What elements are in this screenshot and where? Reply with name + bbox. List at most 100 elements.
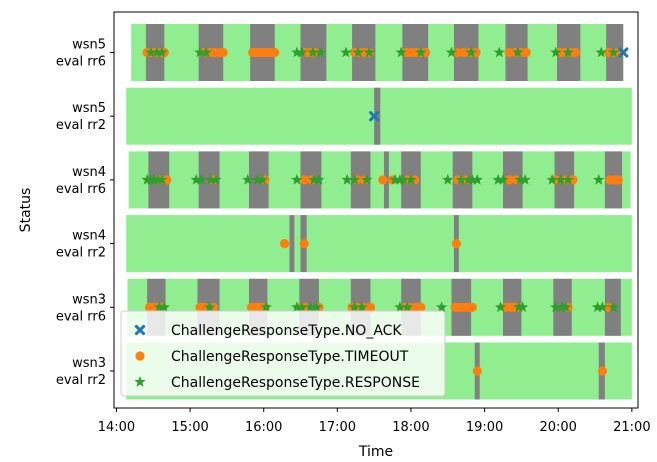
response-marker [401, 301, 413, 313]
response-marker [291, 301, 303, 313]
legend-response-icon [134, 376, 146, 387]
response-marker [200, 46, 212, 58]
y-tick-label: wsn5 [72, 38, 106, 53]
response-marker [352, 46, 364, 58]
y-axis-label: Status [18, 188, 34, 233]
response-marker [363, 46, 375, 58]
y-tick-label: wsn3 [72, 292, 106, 307]
response-marker [550, 301, 562, 313]
response-marker [260, 301, 272, 313]
response-marker [204, 301, 216, 313]
response-marker [389, 173, 401, 185]
x-tick-label: 17:00 [319, 420, 356, 435]
y-tick-label: wsn4 [72, 229, 106, 244]
no-ack-marker [369, 111, 380, 122]
response-marker [546, 173, 558, 185]
response-marker [210, 173, 222, 185]
no-ack-marker [618, 47, 629, 58]
response-marker [251, 173, 264, 185]
timeout-marker [504, 175, 514, 185]
response-marker [405, 173, 417, 185]
response-marker [153, 301, 166, 313]
response-marker [591, 301, 604, 313]
response-marker [494, 301, 507, 313]
response-marker [516, 301, 529, 313]
response-marker [607, 46, 620, 58]
response-marker [310, 301, 323, 313]
legend-timeout-icon [135, 351, 145, 361]
response-marker [466, 173, 479, 185]
x-tick-label: 16:00 [245, 420, 282, 435]
fault-interval [374, 87, 381, 145]
response-marker [512, 46, 524, 58]
response-marker [242, 173, 254, 185]
x-tick-label: 18:00 [392, 420, 429, 435]
response-marker [194, 46, 206, 58]
response-marker [205, 173, 217, 185]
response-marker [465, 46, 477, 58]
y-tick-label: wsn4 [72, 165, 106, 180]
response-marker [595, 46, 607, 58]
response-marker [291, 173, 303, 185]
response-marker [145, 46, 157, 58]
timeout-marker [279, 239, 290, 249]
response-marker [596, 301, 609, 313]
response-marker [559, 301, 572, 313]
response-marker [313, 173, 325, 185]
x-tick-label: 15:00 [171, 420, 208, 435]
response-marker [314, 46, 326, 58]
timeout-marker [570, 47, 581, 58]
response-marker [256, 173, 269, 185]
timeout-marker [451, 239, 461, 249]
response-marker [493, 46, 506, 58]
response-marker [562, 46, 574, 58]
y-tick-label: wsn5 [72, 101, 106, 116]
timeout-marker [378, 175, 388, 185]
response-marker [190, 173, 202, 185]
y-tick-labels: wsn5 eval rr6 wsn5 eval rr2 wsn4 eval rr6 wsn4… [56, 38, 114, 388]
response-marker [471, 173, 483, 185]
x-axis-label: Time [358, 444, 393, 460]
y-tick-label: eval rr6 [56, 309, 106, 324]
response-marker [415, 46, 427, 58]
response-marker [156, 46, 168, 58]
legend-label: ChallengeResponseType.NO_ACK [171, 323, 402, 339]
response-marker [492, 173, 504, 185]
y-tick-label: wsn3 [72, 356, 106, 371]
x-tick-label: 21:00 [613, 420, 650, 435]
response-marker [348, 301, 361, 313]
legend-box [120, 310, 446, 397]
response-marker [562, 173, 574, 185]
event-markers [141, 46, 629, 376]
response-marker [348, 173, 361, 185]
plot-frame [113, 11, 639, 409]
response-marker [307, 46, 319, 58]
response-marker [497, 173, 509, 185]
timeout-marker [613, 175, 623, 185]
response-marker [156, 173, 168, 185]
response-marker [607, 301, 620, 313]
response-marker [341, 173, 353, 185]
response-marker [158, 301, 171, 313]
timeout-marker [597, 366, 608, 376]
timeout-marker [218, 47, 228, 58]
fault-interval [289, 215, 295, 273]
x-tick-label: 20:00 [539, 420, 576, 435]
response-marker [340, 46, 352, 58]
response-marker [308, 173, 320, 185]
response-marker [397, 173, 410, 185]
response-marker [519, 173, 531, 185]
x-tick-labels: 14:00 15:00 16:00 17:00 18:00 19:00 20:00 21:00 [98, 408, 651, 435]
y-tick-label: eval rr6 [56, 55, 106, 70]
response-marker [394, 301, 406, 313]
timeout-marker [270, 47, 280, 58]
response-marker [291, 46, 303, 58]
response-marker [550, 46, 562, 58]
response-marker [514, 173, 526, 185]
response-marker [296, 46, 308, 58]
x-tick-label: 19:00 [466, 420, 503, 435]
timeout-marker [521, 47, 531, 58]
timeout-marker [467, 302, 477, 312]
timeout-marker [416, 302, 426, 312]
response-marker [593, 173, 605, 185]
